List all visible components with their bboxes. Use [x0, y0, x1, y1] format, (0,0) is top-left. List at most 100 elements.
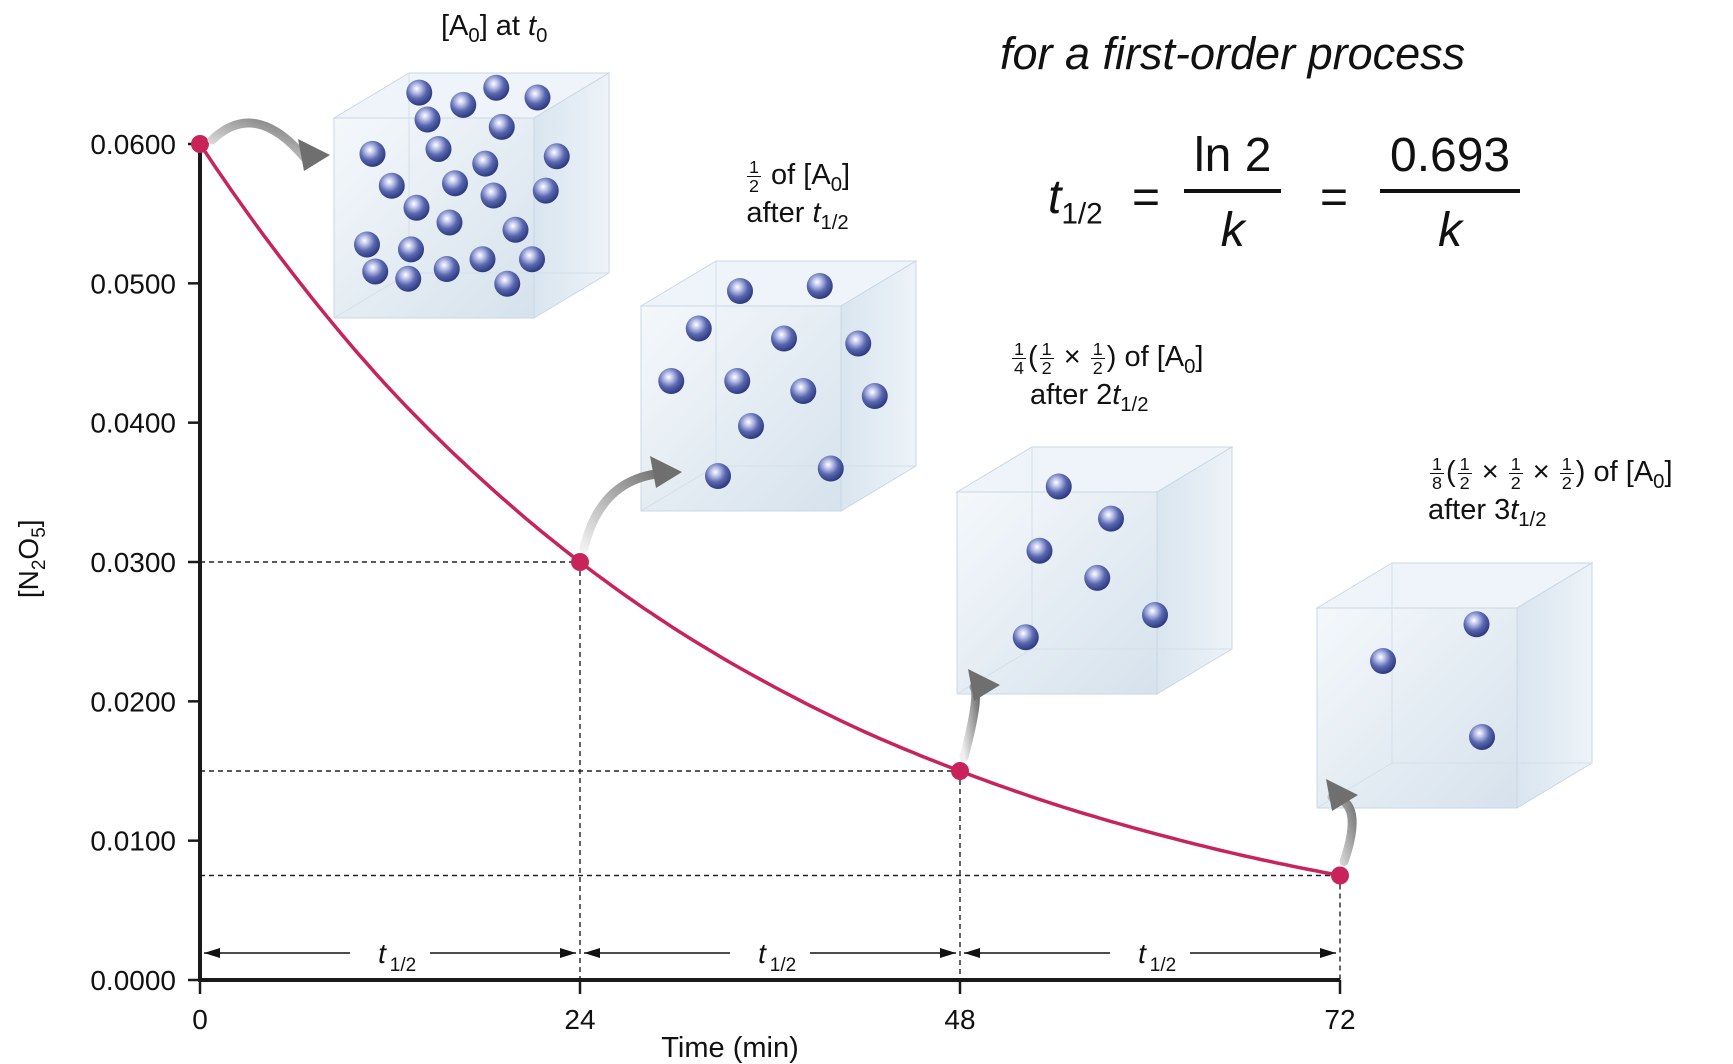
formula-equals-1: =: [1132, 171, 1161, 224]
pointer-arrow: [207, 118, 330, 171]
y-tick-label: 0.0500: [90, 268, 176, 299]
data-point: [571, 553, 589, 571]
concentration-boxes: [332, 72, 1594, 809]
formula-lhs: t1/2: [1048, 171, 1103, 231]
box-eighth: [1315, 562, 1594, 809]
molecule: [1098, 505, 1124, 532]
pointer-arrow: [1326, 779, 1358, 866]
pointer-arrow: [579, 456, 682, 553]
x-tick-label: 72: [1324, 1004, 1355, 1035]
half-life-subscript: 1/2: [1150, 955, 1176, 976]
molecule: [494, 270, 521, 297]
molecule: [450, 91, 477, 118]
half-life-interval: t 1/2: [584, 938, 956, 976]
molecule: [488, 113, 515, 140]
molecule: [403, 194, 430, 221]
series-line: [198, 143, 1341, 878]
molecule: [480, 182, 507, 209]
molecule: [1012, 624, 1039, 651]
molecule: [790, 378, 817, 404]
y-axis-label: [N2O5]: [13, 519, 50, 599]
molecule: [425, 135, 452, 162]
box-initial: [332, 72, 611, 319]
molecule: [414, 106, 441, 133]
molecule: [433, 256, 460, 282]
pointer-arrow-shaft: [207, 118, 309, 162]
y-tick-label: 0.0000: [90, 965, 176, 996]
half-life-subscript: 1/2: [770, 955, 796, 976]
pointer-arrow-shaft: [579, 469, 661, 553]
interval-arrowhead: [560, 948, 576, 958]
molecule: [771, 325, 797, 352]
molecule: [658, 368, 685, 394]
molecule: [1084, 564, 1111, 591]
molecule: [724, 368, 751, 394]
formula-equals-2: =: [1320, 171, 1349, 224]
pointer-arrow-head: [1326, 779, 1358, 811]
x-axis-label: Time (min): [661, 1032, 798, 1064]
molecule: [861, 383, 888, 409]
half-life-label: t: [1138, 938, 1147, 969]
molecule: [502, 216, 529, 243]
molecule: [1370, 648, 1396, 674]
molecule: [398, 236, 424, 263]
half-life-subscript: 1/2: [390, 955, 416, 976]
box-inner-edge: [640, 465, 717, 512]
box-inner-edge: [956, 648, 1033, 695]
x-tick-label: 0: [192, 1004, 208, 1035]
molecule: [362, 258, 389, 285]
half-life-label: t: [378, 938, 387, 969]
y-tick-label: 0.0100: [90, 826, 176, 857]
pointer-arrow: [959, 669, 1000, 762]
guide-lines: [200, 561, 1341, 980]
axes: 0.0000 0.0100 0.0200 0.0300 0.0400 0.0500 0.06…: [90, 129, 1355, 1064]
quarter-concentration-label: 1 4(1 2 × 1 2) of [A0] after 2t1/2: [1012, 339, 1204, 417]
box-back-face: [1316, 607, 1518, 809]
data-point: [1331, 866, 1349, 885]
pointer-arrow-head: [968, 669, 1000, 701]
molecule: [442, 170, 468, 197]
molecule: [378, 172, 405, 199]
box-half: [639, 260, 918, 512]
half-life-interval: t 1/2: [964, 938, 1336, 976]
half-life-intervals: t 1/2 t 1/2 t 1/2: [204, 938, 1336, 976]
decay-curve: [191, 135, 1349, 885]
interval-arrowhead: [1320, 948, 1336, 958]
data-point: [191, 135, 209, 153]
molecule: [1469, 723, 1495, 750]
molecule: [845, 330, 872, 357]
box-quarter: [955, 446, 1234, 695]
pointer-arrows: [207, 118, 1358, 866]
formula-title: for a first-order process: [1000, 28, 1466, 79]
y-tick-label: 0.0200: [90, 686, 176, 717]
molecule: [406, 79, 433, 106]
box-back-face: [956, 491, 1158, 695]
molecule: [806, 273, 833, 299]
y-tick-label: 0.0300: [90, 547, 176, 578]
molecule: [727, 278, 753, 304]
box-back-face: [640, 305, 842, 512]
molecule: [543, 143, 570, 170]
molecule: [354, 231, 380, 258]
half-life-interval: t 1/2: [204, 938, 576, 976]
molecule: [817, 455, 844, 482]
molecule: [436, 209, 463, 236]
interval-arrowhead: [964, 948, 980, 958]
pointer-arrow-head: [298, 139, 330, 171]
pointer-arrow-head: [650, 456, 682, 488]
formula-fraction-0693: 0.693 k: [1380, 128, 1521, 258]
molecule: [469, 246, 496, 273]
x-tick-label: 48: [944, 1004, 975, 1035]
molecule: [705, 463, 731, 489]
molecule: [472, 150, 499, 177]
molecule: [1142, 601, 1168, 628]
molecule: [519, 246, 545, 273]
initial-concentration-label: [A0] at t0: [441, 10, 548, 47]
x-tick-label: 24: [564, 1004, 595, 1035]
